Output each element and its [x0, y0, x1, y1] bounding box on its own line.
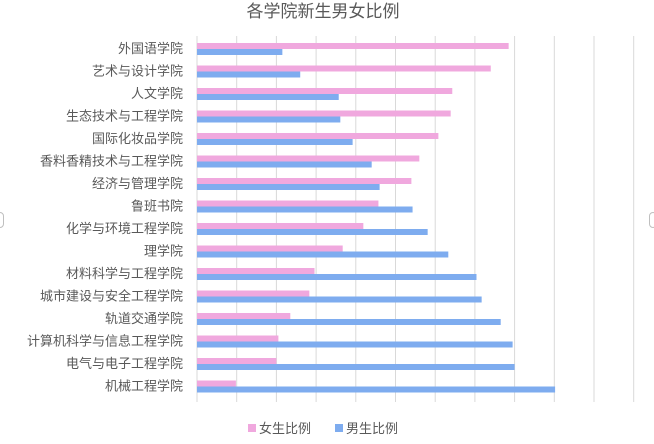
- bar-female: [197, 335, 279, 342]
- bar-male: [197, 94, 339, 100]
- bar-female: [197, 65, 491, 72]
- bar-male: [197, 386, 556, 393]
- bar-female: [197, 43, 509, 49]
- legend: 女生比例 男生比例: [248, 421, 398, 437]
- bars: [197, 43, 556, 393]
- bar-female: [197, 313, 291, 319]
- bar-male: [197, 274, 477, 280]
- category-label: 鲁班书院: [131, 200, 183, 215]
- bar-male: [197, 341, 513, 348]
- category-label: 材料科学与工程学院: [66, 266, 183, 282]
- bar-male: [197, 319, 501, 325]
- category-label: 国际化妆品学院: [92, 131, 183, 147]
- bar-female: [197, 133, 439, 139]
- left-resize-handle[interactable]: [0, 212, 4, 228]
- bar-male: [197, 206, 413, 213]
- category-label: 化学与环境工程学院: [66, 221, 183, 237]
- category-label: 轨道交通学院: [105, 311, 183, 327]
- bar-male: [197, 364, 515, 370]
- bar-female: [197, 200, 379, 207]
- legend-label-female: 女生比例: [259, 421, 311, 437]
- category-label: 计算机科学与信息工程学院: [27, 334, 183, 350]
- category-label: 城市建设与安全工程学院: [40, 289, 183, 305]
- category-label: 艺术与设计学院: [92, 64, 183, 80]
- bar-female: [197, 223, 364, 229]
- legend-swatch-male: [335, 424, 343, 432]
- bar-male: [197, 49, 283, 55]
- category-label: 理学院: [144, 244, 183, 260]
- bar-female: [197, 358, 277, 364]
- bar-female: [197, 268, 315, 274]
- bar-female: [197, 380, 236, 387]
- bar-female: [197, 110, 451, 117]
- category-label: 香料香精技术与工程学院: [40, 154, 183, 170]
- bar-male: [197, 116, 341, 123]
- bar-male: [197, 71, 301, 78]
- category-label: 外国语学院: [118, 41, 183, 57]
- category-label: 机械工程学院: [105, 379, 183, 395]
- category-label: 电气与电子工程学院: [66, 356, 183, 372]
- category-label: 人文学院: [131, 86, 183, 102]
- bar-male: [197, 184, 380, 190]
- bar-female: [197, 88, 453, 94]
- bar-male: [197, 139, 353, 145]
- legend-label-male: 男生比例: [346, 422, 398, 437]
- right-resize-handle[interactable]: [649, 212, 654, 228]
- chart-title: 各学院新生男女比例: [247, 2, 400, 22]
- bar-male: [197, 161, 372, 168]
- bar-female: [197, 178, 412, 184]
- bar-male: [197, 251, 449, 258]
- bar-female: [197, 245, 343, 252]
- bar-female: [197, 155, 420, 162]
- bar-male: [197, 296, 482, 303]
- legend-swatch-female: [248, 424, 256, 432]
- category-labels: 外国语学院艺术与设计学院人文学院生态技术与工程学院国际化妆品学院香料香精技术与工…: [27, 41, 183, 395]
- bar-male: [197, 229, 428, 235]
- bar-female: [197, 290, 310, 297]
- category-label: 经济与管理学院: [92, 176, 183, 192]
- category-label: 生态技术与工程学院: [66, 109, 183, 125]
